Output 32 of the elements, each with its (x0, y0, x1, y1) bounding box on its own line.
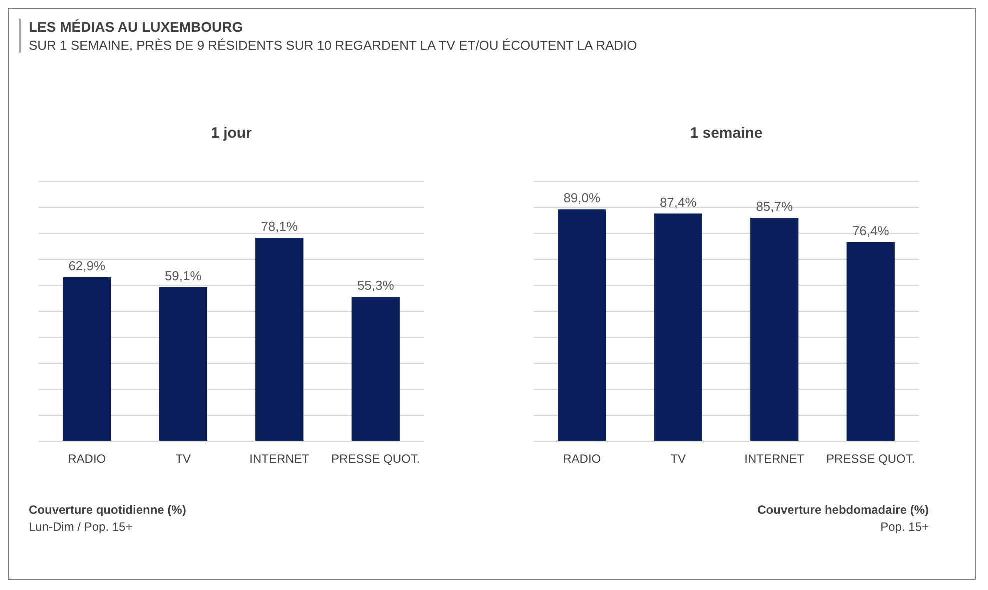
x-tick-label: TV (670, 452, 686, 466)
text: Couverture quotidienne (%) (29, 503, 188, 517)
bar (846, 242, 895, 441)
bar (256, 238, 304, 441)
x-tick-label: INTERNET (250, 452, 310, 466)
bar (352, 297, 400, 441)
data-label: 87,4% (660, 194, 698, 210)
text: Pop. 15+ (880, 520, 929, 534)
x-tick-label: INTERNET (744, 452, 806, 466)
x-tick-label: TV (176, 452, 192, 466)
data-label: 85,7% (756, 199, 794, 214)
x-tick-label: RADIO (563, 452, 602, 466)
bar (558, 210, 606, 441)
chart-title: 1 jour (211, 125, 252, 142)
data-label: 59,1% (164, 268, 202, 284)
data-label: 55,3% (357, 278, 395, 294)
bar (159, 287, 208, 441)
data-label: 76,4% (852, 223, 890, 238)
chart-title: 1 semaine (690, 125, 763, 142)
x-tick-label: RADIO (68, 452, 106, 466)
x-tick-label: PRESSE QUOT. (826, 452, 916, 466)
text: SUR 1 SEMAINE, PRÈS DE 9 RÉSIDENTS SUR 10 REGARDENT LA TV ET/OU ÉCOUTENT LA RADIO (29, 38, 638, 53)
bar (63, 277, 112, 441)
x-tick-label: PRESSE QUOT. (332, 452, 420, 466)
text: LES MÉDIAS AU LUXEMBOURG (29, 19, 244, 35)
data-label: 89,0% (564, 190, 601, 206)
bar (654, 214, 702, 441)
text: Lun-Dim / Pop. 15+ (29, 520, 134, 534)
text: Couverture hebdomadaire (%) (756, 503, 929, 517)
data-label: 78,1% (261, 218, 298, 234)
data-label: 62,9% (68, 258, 106, 274)
bar (750, 218, 799, 441)
